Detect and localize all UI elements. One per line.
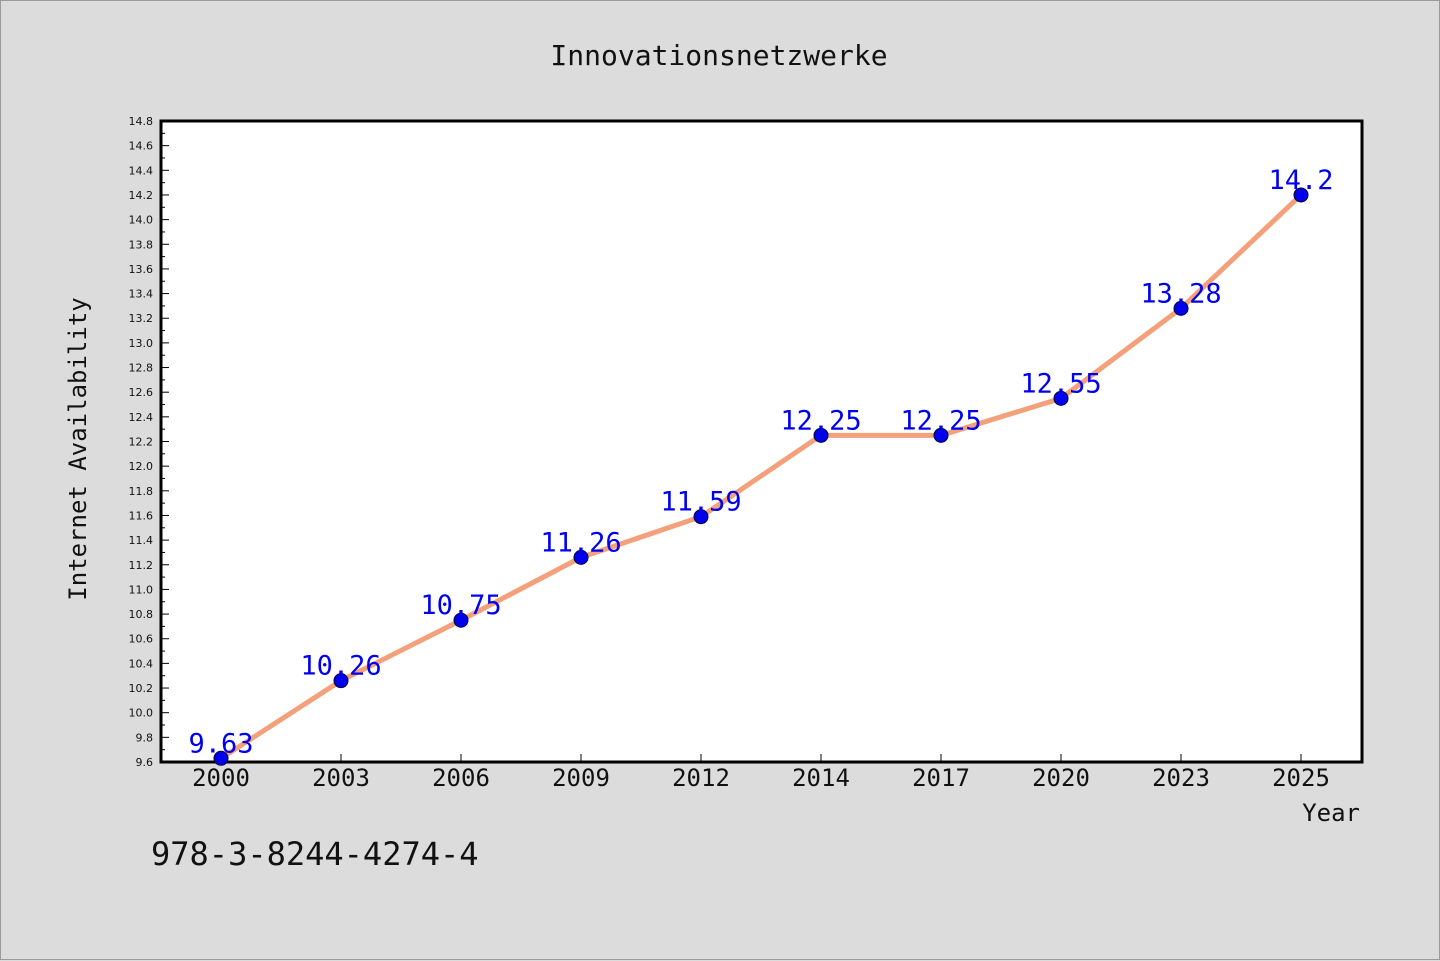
y-tick-label: 14.0 [129, 214, 154, 227]
data-label: 10.26 [300, 651, 381, 682]
x-tick-label: 2006 [432, 764, 490, 792]
y-tick-label: 14.6 [129, 140, 154, 153]
y-tick-label: 11.0 [129, 583, 154, 596]
series-line [218, 192, 1304, 761]
x-tick-label: 2000 [192, 764, 250, 792]
y-tick-label: 10.4 [129, 657, 154, 670]
data-label: 13.28 [1140, 278, 1221, 309]
x-tick-label: 2020 [1032, 764, 1090, 792]
y-tick-label: 13.4 [129, 288, 154, 301]
isbn-label: 978-3-8244-4274-4 [151, 835, 479, 873]
data-label: 10.75 [420, 590, 501, 621]
data-label: 9.63 [188, 728, 253, 759]
y-tick-label: 12.0 [129, 460, 154, 473]
plot-area [159, 119, 1364, 764]
x-tick-label: 2017 [912, 764, 970, 792]
y-tick-label: 14.4 [129, 164, 154, 177]
data-point [1053, 390, 1069, 406]
x-tick-label: 2023 [1152, 764, 1210, 792]
data-point [213, 750, 229, 766]
y-tick-label: 10.2 [129, 682, 154, 695]
data-point [813, 427, 829, 443]
data-label: 12.25 [780, 405, 861, 436]
y-tick-label: 13.8 [129, 238, 154, 251]
data-point [453, 612, 469, 628]
data-label: 14.2 [1268, 165, 1333, 196]
y-tick-label: 13.2 [129, 312, 154, 325]
data-label: 12.55 [1020, 368, 1101, 399]
data-label: 12.25 [900, 405, 981, 436]
chart-title: Innovationsnetzwerke [550, 39, 887, 72]
data-label: 11.26 [540, 527, 621, 558]
y-axis: 9.6 9.8 10.0 10.2 10.4 10.6 10.8 11.0 11.2 11.4 11… [129, 115, 169, 769]
y-tick-label: 12.2 [129, 436, 154, 449]
y-tick-label: 14.8 [129, 115, 154, 128]
y-tick-label: 11.2 [129, 559, 154, 572]
x-axis: 2000 2003 2006 2009 2012 2014 2017 2020 2023 2025 [192, 754, 1330, 792]
y-axis-title: Internet Availability [64, 297, 92, 600]
data-label: 11.59 [660, 487, 741, 518]
data-series [213, 187, 1309, 766]
data-point [933, 427, 949, 443]
y-tick-label: 12.8 [129, 362, 154, 375]
x-tick-label: 2003 [312, 764, 370, 792]
data-point [1293, 187, 1309, 203]
data-point [1173, 300, 1189, 316]
data-point [333, 673, 349, 689]
y-tick-label: 13.0 [129, 337, 154, 350]
y-tick-label: 14.2 [129, 189, 154, 202]
x-tick-label: 2012 [672, 764, 730, 792]
x-axis-title: Year [1302, 799, 1360, 827]
y-tick-label: 12.6 [129, 386, 154, 399]
y-tick-label: 9.8 [136, 731, 154, 744]
y-tick-label: 10.0 [129, 707, 154, 720]
y-tick-label: 12.4 [129, 411, 154, 424]
y-tick-label: 13.6 [129, 263, 154, 276]
y-tick-label: 10.8 [129, 608, 154, 621]
y-tick-label: 11.8 [129, 485, 154, 498]
x-tick-label: 2025 [1272, 764, 1330, 792]
x-tick-label: 2014 [792, 764, 850, 792]
data-point [693, 509, 709, 525]
y-tick-label: 10.6 [129, 633, 154, 646]
y-tick-label: 11.6 [129, 509, 154, 522]
y-tick-label: 9.6 [136, 756, 154, 769]
data-point [573, 549, 589, 565]
data-labels: 9.63 10.26 10.75 11.26 11.59 12.25 12.25 12.55 1… [188, 165, 1333, 759]
y-tick-label: 11.4 [129, 534, 154, 547]
x-tick-label: 2009 [552, 764, 610, 792]
